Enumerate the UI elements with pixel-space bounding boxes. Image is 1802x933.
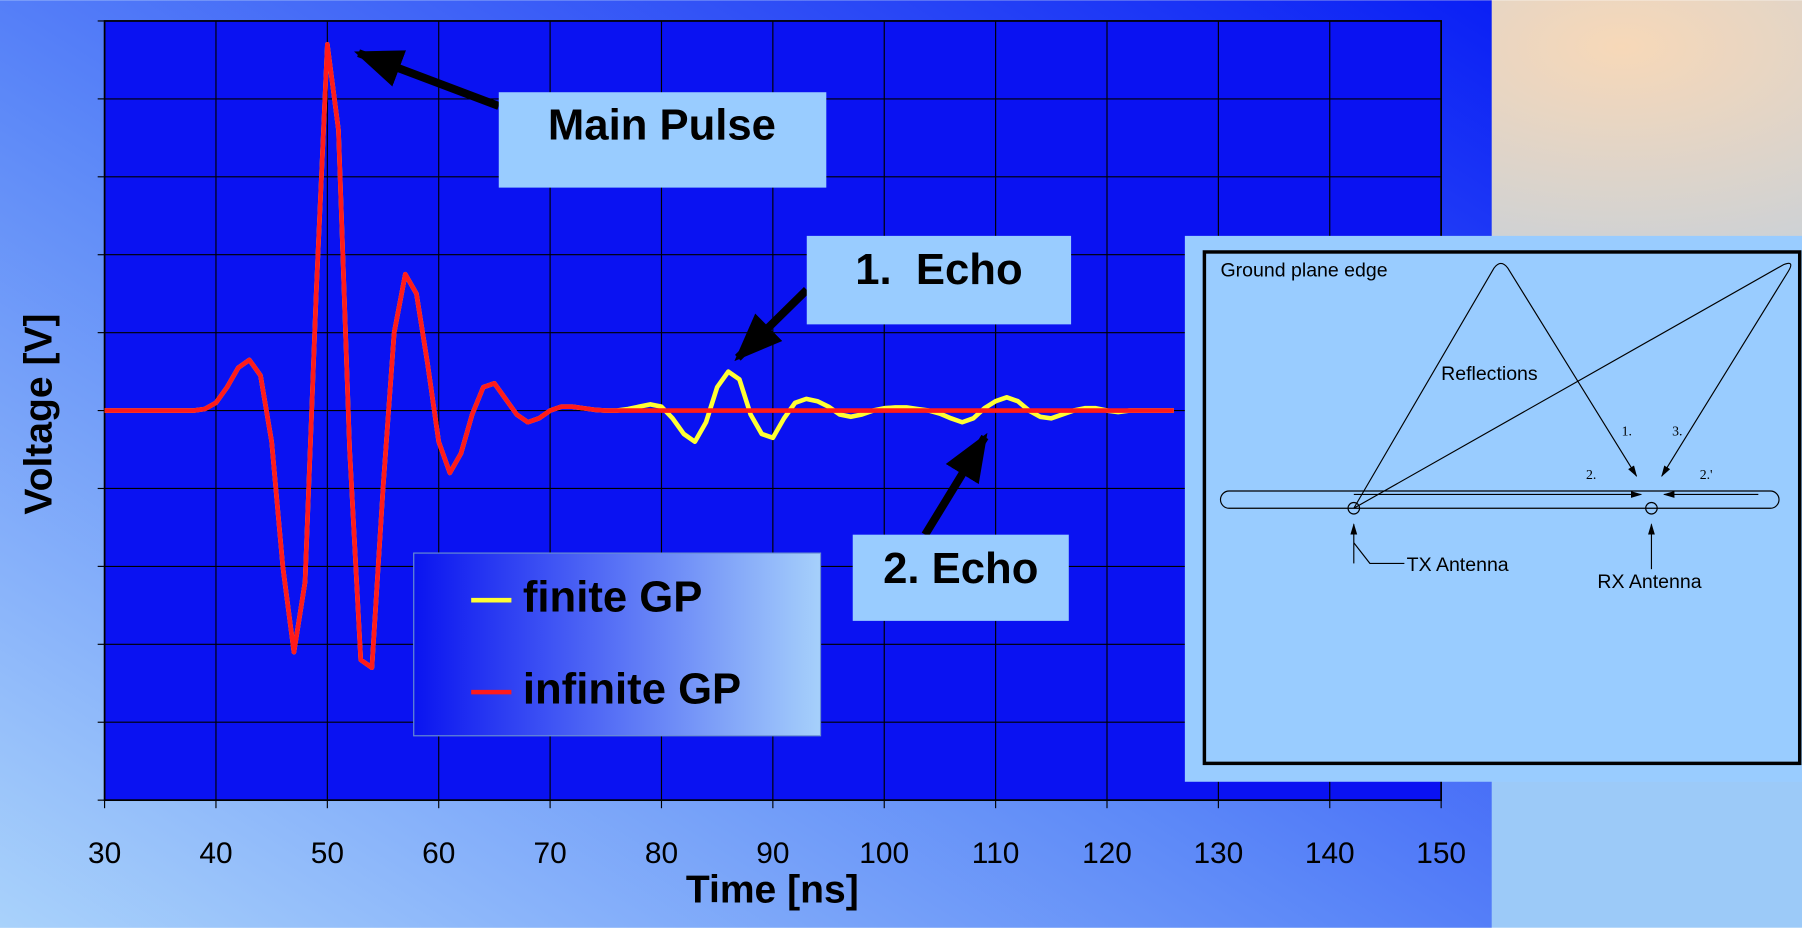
inset-label: 2.' <box>1700 467 1713 482</box>
x-tick-label: 140 <box>1305 837 1355 870</box>
x-tick-label: 80 <box>645 837 678 870</box>
annotation-main-pulse: Main Pulse <box>354 49 827 188</box>
x-axis-title: Time [ns] <box>686 868 859 911</box>
x-tick-label: 70 <box>533 837 566 870</box>
legend-label: infinite GP <box>523 665 741 714</box>
x-tick-label: 130 <box>1193 837 1243 870</box>
inset-label: 3. <box>1672 424 1682 439</box>
inset-label: TX Antenna <box>1407 554 1509 576</box>
inset-label: Ground plane edge <box>1220 260 1387 282</box>
x-tick-label: 120 <box>1082 837 1132 870</box>
inset-label: 1. <box>1622 424 1632 439</box>
legend-label: finite GP <box>523 573 703 622</box>
inset-label: 2. <box>1586 467 1596 482</box>
x-tick-label: 50 <box>311 837 344 870</box>
x-tick-label: 100 <box>859 837 909 870</box>
inset-label: Reflections <box>1441 363 1538 385</box>
series-line <box>104 42 1174 670</box>
annotation: 1. Echo <box>855 245 1022 294</box>
annotation-echo-1: 1. Echo <box>734 235 1072 362</box>
x-tick-label: 90 <box>756 837 789 870</box>
annotation: 2. Echo <box>883 544 1038 593</box>
x-tick-label: 150 <box>1416 837 1466 870</box>
x-tick-label: 30 <box>88 837 121 870</box>
inset-label: RX Antenna <box>1597 571 1701 593</box>
ground-plane <box>1219 490 1780 509</box>
x-tick-label: 60 <box>422 837 455 870</box>
inset-diagram: Ground plane edge Reflections 1. 3. 2. 2… <box>1184 235 1802 782</box>
legend: finite GP infinite GP <box>413 552 822 737</box>
x-tick-label: 110 <box>972 837 1020 870</box>
y-axis-title: Voltage [V] <box>18 313 61 514</box>
reflection-paths <box>1347 262 1792 570</box>
annotation: Main Pulse <box>548 100 776 149</box>
annotation-echo-2: 2. Echo <box>852 432 1069 621</box>
inset-frame <box>1202 250 1802 766</box>
x-tick-label: 40 <box>199 837 232 870</box>
